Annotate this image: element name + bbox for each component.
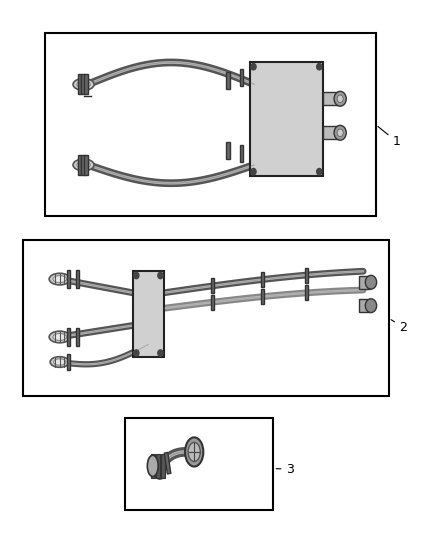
Bar — [67, 270, 70, 288]
Circle shape — [251, 63, 256, 70]
Bar — [164, 453, 171, 474]
Circle shape — [134, 350, 139, 356]
Bar — [359, 300, 370, 312]
Bar — [85, 74, 88, 94]
Ellipse shape — [53, 359, 66, 365]
Ellipse shape — [188, 442, 200, 462]
Bar — [211, 295, 214, 310]
Ellipse shape — [49, 273, 70, 285]
Ellipse shape — [49, 331, 70, 343]
Ellipse shape — [77, 161, 90, 168]
Circle shape — [317, 63, 322, 70]
Circle shape — [337, 129, 343, 136]
Ellipse shape — [50, 357, 69, 367]
Bar — [261, 272, 264, 287]
Bar — [125, 418, 273, 511]
Ellipse shape — [147, 455, 158, 477]
Bar — [67, 353, 70, 370]
Circle shape — [365, 276, 377, 289]
Circle shape — [158, 350, 163, 356]
Bar — [156, 454, 160, 478]
Text: 1: 1 — [378, 126, 401, 148]
Bar — [359, 276, 370, 288]
Circle shape — [251, 168, 256, 175]
Text: 2: 2 — [391, 320, 407, 334]
Bar — [81, 155, 85, 175]
Bar — [133, 271, 164, 357]
Bar — [250, 62, 323, 176]
Circle shape — [334, 125, 346, 140]
Bar — [76, 270, 79, 288]
Bar — [81, 74, 85, 94]
Circle shape — [334, 91, 346, 106]
Bar — [305, 286, 308, 300]
Bar — [226, 72, 230, 89]
Ellipse shape — [185, 438, 203, 466]
Bar — [45, 33, 376, 216]
Bar — [211, 278, 214, 293]
Bar — [76, 328, 79, 346]
Ellipse shape — [73, 159, 94, 171]
Bar — [323, 92, 338, 105]
Bar — [240, 146, 243, 163]
Circle shape — [317, 168, 322, 175]
Bar — [323, 126, 338, 139]
Circle shape — [158, 272, 163, 279]
Circle shape — [134, 272, 139, 279]
Bar — [151, 454, 155, 478]
Bar — [226, 142, 230, 159]
Bar — [23, 240, 389, 397]
Ellipse shape — [73, 78, 94, 90]
Circle shape — [337, 95, 343, 102]
Bar — [67, 328, 70, 346]
Bar — [85, 155, 88, 175]
Ellipse shape — [53, 276, 67, 282]
Bar — [240, 69, 243, 86]
Bar — [78, 74, 81, 94]
Bar — [305, 268, 308, 282]
Ellipse shape — [53, 334, 67, 341]
Bar — [261, 289, 264, 304]
Bar — [78, 155, 81, 175]
Bar — [162, 454, 165, 478]
Text: 3: 3 — [276, 463, 294, 475]
Ellipse shape — [77, 81, 90, 88]
Circle shape — [365, 299, 377, 312]
